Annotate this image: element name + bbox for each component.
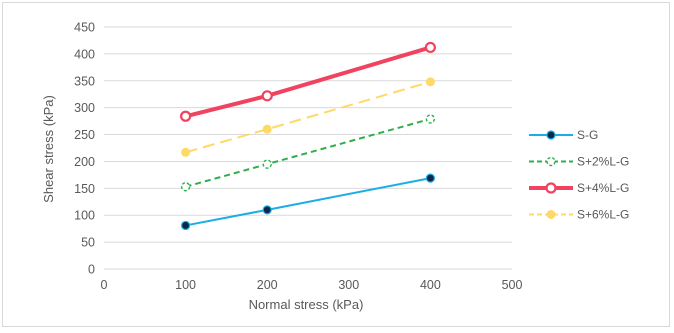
- y-tick-150: 150: [74, 182, 95, 196]
- legend: S-G S+2%L-G S+4%L-G S+6%L-G: [529, 128, 629, 222]
- series-line-s-2-l-g: [185, 117, 431, 188]
- legend-label-s-4-l-g: S+4%L-G: [577, 181, 629, 195]
- series-layer: [180, 41, 436, 231]
- x-tick-100: 100: [175, 278, 196, 292]
- point-s-g-100: [181, 220, 191, 231]
- point-s-g-400: [425, 173, 435, 183]
- gridlines: [104, 26, 512, 243]
- y-axis-title: Shear stress (kPa): [41, 95, 56, 203]
- point-s-6-l-g-400: [425, 77, 435, 87]
- x-tick-500: 500: [502, 278, 523, 292]
- point-s-4-l-g-100: [180, 110, 192, 122]
- point-s-6-l-g-100: [181, 147, 191, 157]
- legend-item-s-6-l-g: S+6%L-G: [529, 208, 629, 222]
- y-tick-250: 250: [74, 128, 95, 142]
- series-line-s-g: [185, 177, 431, 227]
- series-s-g: [181, 173, 435, 231]
- chart-frame: 0 50 100 150 200 250 300 350 400 450 0 100 200 300 40…: [2, 2, 670, 327]
- legend-item-s-g: S-G: [529, 128, 598, 142]
- y-tick-300: 300: [74, 101, 95, 115]
- y-tick-350: 350: [74, 74, 95, 88]
- point-s-6-l-g-200: [262, 124, 272, 134]
- y-tick-400: 400: [74, 47, 95, 61]
- legend-label-s-2-l-g: S+2%L-G: [577, 155, 629, 169]
- y-tick-200: 200: [74, 155, 95, 169]
- series-line-s-4-l-g: [185, 45, 431, 119]
- y-tick-450: 450: [74, 21, 95, 35]
- x-tick-400: 400: [420, 278, 441, 292]
- series-s-2-l-g: [180, 114, 436, 192]
- x-tick-labels: 0 100 200 300 400 500: [101, 278, 523, 292]
- point-s-4-l-g-400: [424, 41, 436, 54]
- y-tick-50: 50: [81, 236, 95, 250]
- legend-label-s-g: S-G: [577, 128, 598, 142]
- point-s-2-l-g-200: [262, 159, 272, 169]
- y-tick-0: 0: [88, 263, 95, 277]
- point-s-g-200: [262, 205, 272, 215]
- point-s-4-l-g-200: [261, 90, 273, 102]
- x-tick-200: 200: [257, 278, 278, 292]
- series-line-s-6-l-g: [185, 80, 431, 154]
- series-s-6-l-g: [181, 77, 435, 157]
- legend-item-s-2-l-g: S+2%L-G: [529, 155, 629, 169]
- point-s-2-l-g-100: [180, 182, 191, 192]
- series-s-4-l-g: [180, 41, 436, 122]
- y-tick-100: 100: [74, 209, 95, 223]
- point-s-2-l-g-400: [425, 114, 436, 124]
- legend-marker-s-g: [546, 130, 556, 140]
- x-axis-title: Normal stress (kPa): [249, 297, 364, 312]
- legend-label-s-6-l-g: S+6%L-G: [577, 208, 629, 222]
- x-tick-300: 300: [338, 278, 359, 292]
- y-tick-labels: 0 50 100 150 200 250 300 350 400 450: [74, 21, 95, 277]
- legend-item-s-4-l-g: S+4%L-G: [529, 181, 629, 195]
- legend-marker-s-6-l-g: [546, 210, 556, 219]
- legend-marker-s-2-l-g: [546, 156, 556, 167]
- line-chart: 0 50 100 150 200 250 300 350 400 450 0 100 200 300 40…: [41, 21, 629, 313]
- legend-marker-s-4-l-g: [545, 182, 557, 194]
- x-tick-0: 0: [101, 278, 108, 292]
